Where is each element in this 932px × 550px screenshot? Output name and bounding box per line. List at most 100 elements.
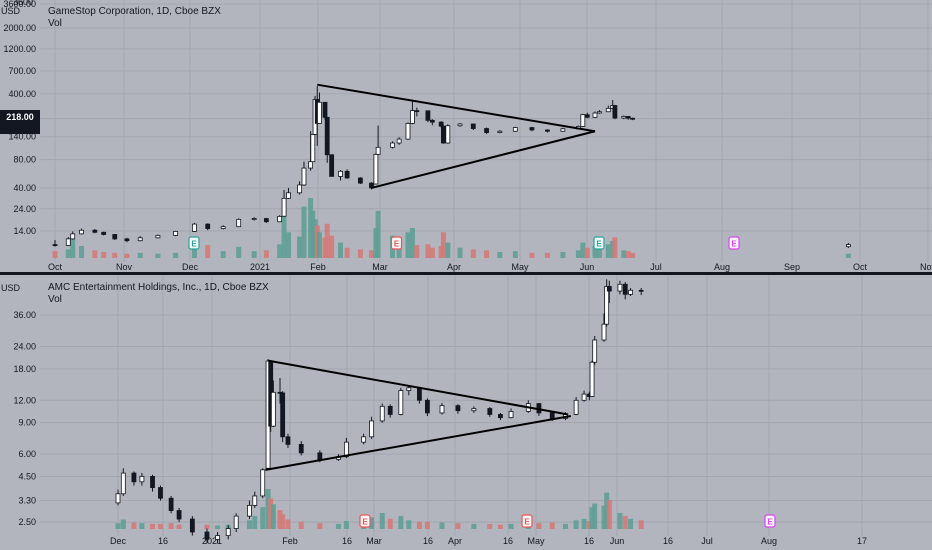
top-grid [40, 0, 932, 262]
candle-body [592, 339, 598, 363]
candle-body [120, 472, 126, 495]
candle-body [581, 393, 587, 401]
top-candles [52, 86, 851, 248]
candle-body [630, 117, 636, 120]
earnings-marker[interactable]: E [593, 236, 605, 250]
candle-body [457, 123, 463, 127]
candle-body [529, 127, 535, 131]
candle-body [429, 119, 435, 123]
volume-bar [581, 518, 587, 529]
volume-bar [508, 523, 514, 529]
x-tick-label: Dec [110, 536, 127, 546]
candle-body [252, 495, 258, 506]
bottom-triangle-pattern[interactable] [265, 359, 571, 471]
volume-bar [387, 518, 393, 529]
volume-bar [101, 252, 107, 258]
top-price-label: 218.00 01:46:09 [0, 110, 40, 134]
volume-bar [416, 521, 422, 529]
x-tick-label: 16 [423, 536, 433, 546]
volume-bar [236, 246, 242, 258]
candle-body [70, 233, 76, 240]
volume-bar [124, 253, 130, 258]
triangle-upper-line[interactable] [267, 359, 569, 416]
earnings-box [359, 514, 371, 528]
candle-body [225, 528, 231, 537]
volume-bar [592, 246, 598, 258]
y-tick-label: 12.00 [13, 395, 36, 405]
earnings-marker[interactable]: E [728, 236, 740, 250]
pane-separator[interactable] [0, 272, 932, 275]
volume-bar [573, 520, 579, 529]
earnings-marker[interactable]: E [764, 514, 776, 528]
volume-bar [131, 522, 137, 529]
volume-bar [155, 253, 161, 258]
x-tick-label: Sep [784, 262, 800, 272]
candle-body [470, 123, 476, 129]
volume-bar [628, 518, 634, 529]
y-tick-label: 3.30 [18, 496, 36, 506]
x-tick-label: 2021 [250, 262, 270, 272]
x-tick-label: 16 [503, 536, 513, 546]
candle-body [115, 493, 121, 504]
candle-body [324, 116, 330, 156]
candle-body [625, 116, 631, 119]
candle-body [369, 420, 375, 438]
volume-bar [344, 247, 350, 258]
volume-bar [335, 523, 341, 529]
candle-body [438, 121, 444, 127]
volume-bar [92, 250, 98, 258]
earnings-box [390, 236, 403, 250]
candle-body [270, 391, 276, 427]
candle-body [297, 184, 302, 194]
volume-bar [529, 252, 535, 258]
earnings-marker[interactable]: E [390, 236, 403, 250]
volume-bar [560, 252, 566, 258]
triangle-lower-line[interactable] [265, 415, 571, 471]
x-tick-label: Jul [701, 536, 713, 546]
candle-body [52, 244, 58, 246]
x-tick-label: Nov [116, 262, 133, 272]
volume-bar [139, 523, 145, 529]
volume-bar [470, 249, 476, 258]
volume-bar [425, 244, 431, 258]
volume-bar [280, 514, 286, 529]
top-triangle-pattern[interactable] [317, 83, 596, 189]
earnings-marker[interactable]: E [359, 514, 371, 528]
earnings-marker[interactable]: E [188, 236, 200, 250]
candle-body [414, 110, 420, 113]
top-y-axis-label: 3600 [13, 0, 33, 7]
candle-body [471, 408, 477, 412]
volume-bar [575, 250, 581, 258]
volume-bar [562, 523, 568, 529]
x-tick-label: 2021 [202, 536, 222, 546]
triangle-upper-line[interactable] [317, 83, 596, 133]
top-volume-bars [52, 198, 851, 258]
x-tick-label: Apr [447, 262, 461, 272]
y-tick-label: 9.00 [18, 418, 36, 428]
volume-bar [638, 520, 644, 529]
earnings-letter: E [362, 518, 368, 527]
x-tick-label: 16 [663, 536, 673, 546]
volume-bar [324, 223, 330, 258]
x-tick-label: Nov [920, 262, 932, 272]
volume-bar [617, 513, 623, 529]
bottom-grid [40, 276, 932, 536]
triangle-lower-line[interactable] [371, 130, 596, 189]
candle-body [308, 161, 314, 169]
candle-body [131, 472, 137, 483]
candle-body [628, 289, 633, 295]
candle-body [589, 361, 595, 397]
price-label-value: 218.00 [6, 112, 34, 122]
volume-bar [252, 515, 258, 529]
volume-bar [176, 524, 182, 529]
top-y-axis-labels: 3600.00 2000.00 1200.00 700.00 400.00 218.00 1… [3, 0, 36, 236]
earnings-marker[interactable]: E [521, 514, 533, 528]
volume-bar [487, 523, 493, 529]
volume-bar [263, 250, 269, 258]
top-chart-pane[interactable]: 3600.00 2000.00 1200.00 700.00 400.00 218.00 1… [0, 0, 932, 272]
earnings-letter: E [767, 518, 773, 527]
volume-bar [112, 252, 118, 258]
bottom-chart-pane[interactable]: 36.00 24.00 18.00 12.00 9.00 6.00 4.50 3.30 2.50… [1, 276, 932, 546]
